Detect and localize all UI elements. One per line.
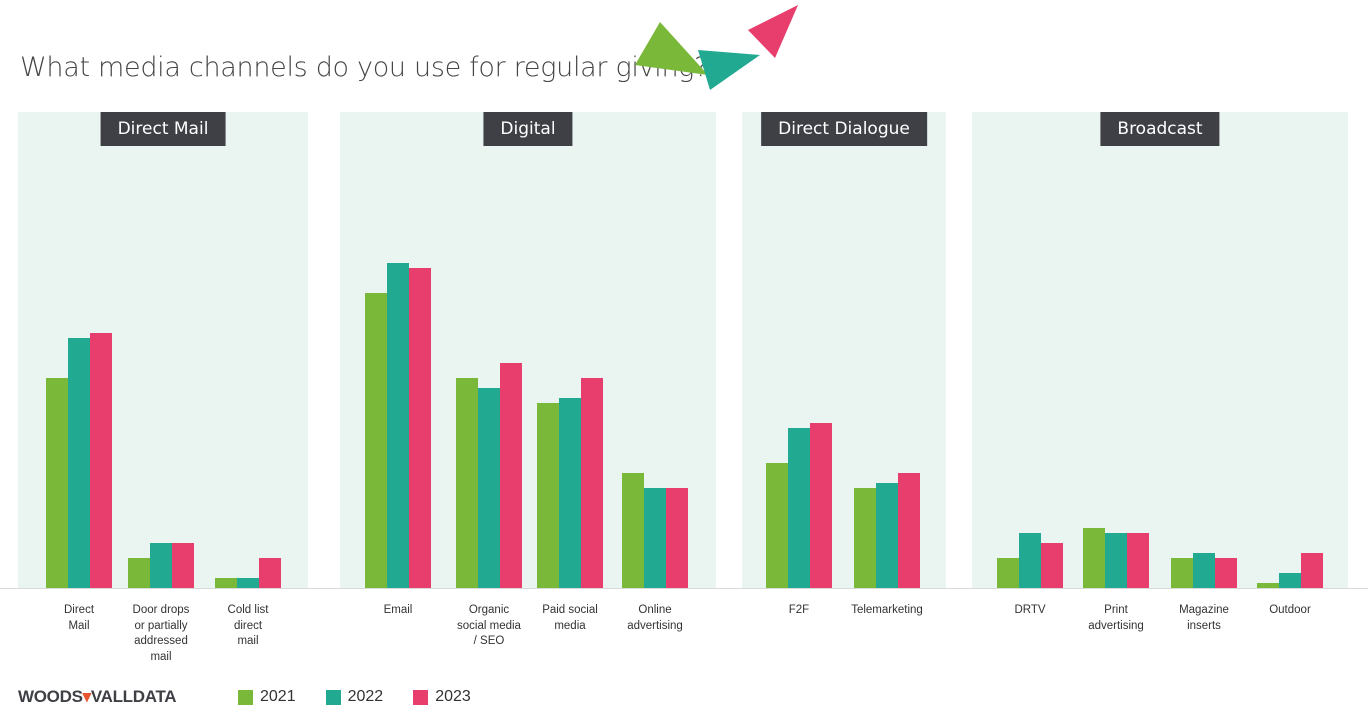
bar-2022 [644, 488, 666, 588]
bar-2021 [46, 378, 68, 588]
x-axis-line [0, 588, 1368, 589]
bar-2023 [1041, 543, 1063, 588]
category-label: Outdoor [1269, 604, 1311, 616]
category-label: Print advertising [1088, 604, 1144, 632]
group-title: Direct Dialogue [761, 112, 927, 146]
bar-2023 [500, 363, 522, 588]
green-triangle [635, 22, 708, 75]
bar-2023 [172, 543, 194, 588]
bar-2022 [387, 263, 409, 588]
teal-triangle [698, 50, 760, 90]
bar-2022 [1019, 533, 1041, 588]
bar-2022 [237, 578, 259, 588]
bar-2023 [810, 423, 832, 588]
category-label: Magazine inserts [1179, 604, 1229, 632]
bar-2021 [456, 378, 478, 588]
bar-2022 [1279, 573, 1301, 588]
category-label: Online advertising [627, 604, 683, 632]
decorative-triangles [635, 5, 798, 90]
bar-2021 [365, 293, 387, 588]
category-label: Email [383, 604, 413, 616]
bar-2023 [409, 268, 431, 588]
chart-title: What media channels do you use for regul… [20, 52, 709, 83]
bar-2021 [854, 488, 876, 588]
category-label: Paid social media [542, 604, 598, 632]
bar-2023 [666, 488, 688, 588]
bar-2021 [537, 403, 559, 588]
bar-2022 [559, 398, 581, 588]
bar-2021 [1171, 558, 1193, 588]
legend-item-2023: 2023 [413, 688, 471, 706]
bar-2022 [876, 483, 898, 588]
legend-item-2022: 2022 [325, 688, 383, 706]
bar-2022 [150, 543, 172, 588]
bar-2021 [215, 578, 237, 588]
bar-2022 [68, 338, 90, 588]
bar-2023 [898, 473, 920, 588]
bar-2021 [997, 558, 1019, 588]
category-label: F2F [788, 604, 810, 616]
bar-2023 [259, 558, 281, 588]
category-label: Organic social media / SEO [457, 604, 521, 647]
group-title: Digital [483, 112, 573, 146]
bar-2023 [1215, 558, 1237, 588]
pink-triangle [748, 5, 798, 58]
bar-2023 [90, 333, 112, 588]
bar-2022 [788, 428, 810, 588]
legend-item-2021: 2021 [238, 688, 296, 706]
bar-2021 [128, 558, 150, 588]
bar-2023 [581, 378, 603, 588]
category-label: DRTV [1014, 604, 1046, 616]
bar-2023 [1301, 553, 1323, 588]
group-title: Broadcast [1100, 112, 1220, 146]
bar-2022 [1105, 533, 1127, 588]
group-title: Direct Mail [100, 112, 226, 146]
bar-2023 [1127, 533, 1149, 588]
bar-2022 [478, 388, 500, 588]
category-label: Cold list direct mail [227, 604, 269, 647]
bar-2022 [1193, 553, 1215, 588]
bar-2021 [1083, 528, 1105, 588]
legend: 2021 2022 2023 [238, 688, 501, 706]
panel-broadcast [972, 112, 1348, 588]
logo: WOODS▾VALLDATA [18, 687, 177, 706]
bar-2021 [766, 463, 788, 588]
bar-2021 [1257, 583, 1279, 588]
category-label: Telemarketing [851, 604, 923, 616]
category-label: Door drops or partially addressed mail [132, 604, 190, 663]
category-label: Direct Mail [63, 604, 95, 632]
bar-2021 [622, 473, 644, 588]
